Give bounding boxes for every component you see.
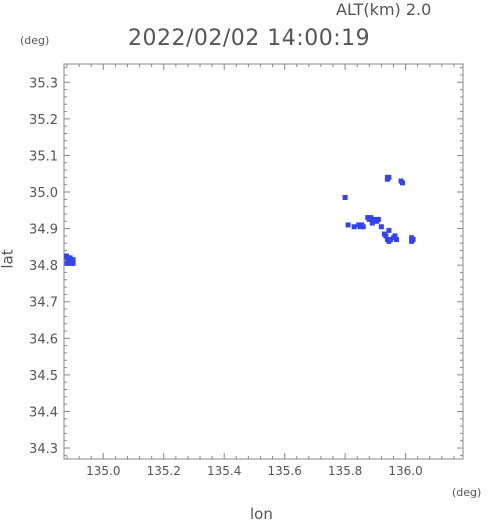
y-tick-label: 34.4 <box>29 405 58 420</box>
echo-cell <box>342 194 348 200</box>
echo-cell <box>369 220 375 226</box>
echo-cell <box>70 260 76 266</box>
echo-cell <box>345 222 351 228</box>
x-axis-label: lon <box>250 505 273 523</box>
plot-frame <box>63 63 464 460</box>
x-tick-label: 135.2 <box>147 464 181 478</box>
y-tick-label: 35.3 <box>29 76 58 91</box>
echo-cell <box>394 237 399 243</box>
echo-cells <box>64 174 416 266</box>
y-tick-label: 35.2 <box>29 113 58 128</box>
echo-cell <box>378 224 384 230</box>
echo-cell <box>375 216 381 222</box>
chart-title-timestamp: 2022/02/02 14:00:19 <box>128 26 371 51</box>
echo-cell <box>409 238 415 244</box>
y-tick-label: 34.5 <box>29 369 58 384</box>
echo-cell <box>67 255 73 261</box>
y-axis-unit: (deg) <box>20 34 50 47</box>
echo-cell <box>70 257 76 263</box>
x-tick-label: 135.4 <box>207 464 241 478</box>
x-tick-label: 135.8 <box>328 464 362 478</box>
echo-cell <box>360 224 366 230</box>
echo-cell <box>392 233 398 239</box>
y-tick-label: 34.3 <box>29 442 58 457</box>
altitude-label: ALT(km) 2.0 <box>336 0 432 19</box>
axis-ticks: 135.0 135.2 135.4 135.6 135.8 136.0 34.3 34.4 34… <box>29 64 463 478</box>
y-tick-label: 34.8 <box>29 259 58 274</box>
echo-cell <box>371 216 377 222</box>
x-tick-label: 135.6 <box>267 464 301 478</box>
echo-cell <box>383 233 389 239</box>
echo-cell <box>387 237 393 243</box>
echo-cell <box>400 180 406 186</box>
echo-cell <box>386 227 392 233</box>
y-tick-label: 35.1 <box>29 149 58 164</box>
x-tick-label: 135.0 <box>86 464 120 478</box>
y-tick-label: 34.7 <box>29 296 58 311</box>
echo-cell <box>384 176 390 182</box>
y-tick-label: 35.0 <box>29 186 58 201</box>
y-tick-label: 34.9 <box>29 223 58 238</box>
y-tick-label: 34.6 <box>29 332 58 347</box>
echo-cell <box>368 215 374 221</box>
x-axis-unit: (deg) <box>452 486 482 499</box>
echo-cell <box>64 260 70 266</box>
x-tick-label: 136.0 <box>388 464 422 478</box>
echo-cell <box>351 224 357 230</box>
